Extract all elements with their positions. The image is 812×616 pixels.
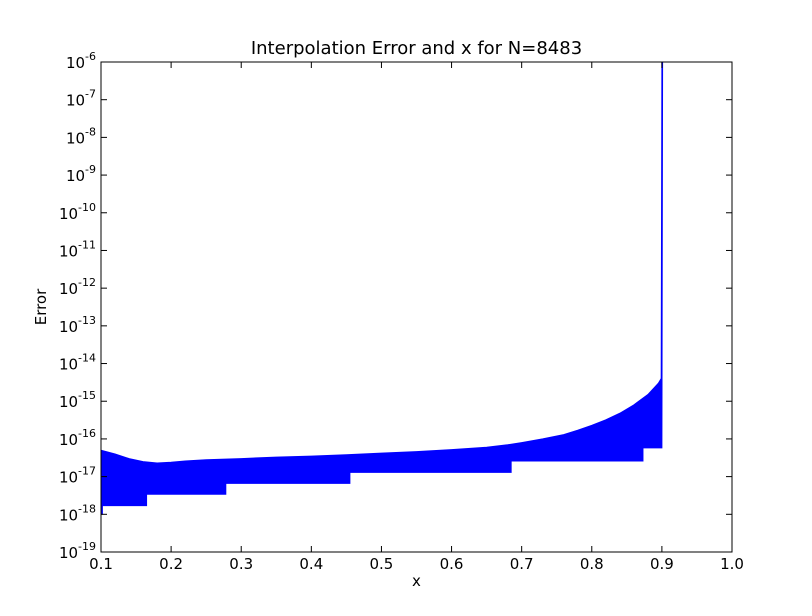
x-tick-label: 0.3 bbox=[229, 555, 253, 573]
data-layer bbox=[100, 61, 664, 515]
y-tick-label: 10-8 bbox=[66, 125, 96, 147]
y-tick-label: 10-13 bbox=[59, 314, 96, 336]
tick-layer: 0.1 0.2 0.3 0.4 0.5 0.6 0.7 0.8 0.9 1.0 10-19 10-18… bbox=[59, 50, 744, 573]
x-tick-label: 0.8 bbox=[580, 555, 604, 573]
x-tick-label: 0.6 bbox=[440, 555, 464, 573]
y-tick-label: 10-12 bbox=[59, 276, 96, 298]
error-band-series-0 bbox=[100, 61, 664, 515]
x-tick-label: 0.2 bbox=[159, 555, 183, 573]
y-tick-label: 10-6 bbox=[66, 50, 96, 72]
x-tick-label: 1.0 bbox=[720, 555, 744, 573]
x-tick-label: 0.7 bbox=[510, 555, 534, 573]
y-tick-label: 10-9 bbox=[66, 163, 96, 185]
y-axis-label: Error bbox=[32, 288, 50, 325]
y-tick-label: 10-18 bbox=[59, 502, 96, 524]
y-tick-label: 10-19 bbox=[59, 540, 96, 562]
plot-frame bbox=[100, 61, 733, 553]
y-tick-label: 10-7 bbox=[66, 88, 96, 110]
y-tick-label: 10-16 bbox=[59, 427, 96, 449]
x-tick-label: 0.9 bbox=[650, 555, 674, 573]
x-tick-label: 0.1 bbox=[89, 555, 113, 573]
y-tick-label: 10-15 bbox=[59, 389, 96, 411]
y-tick-label: 10-17 bbox=[59, 465, 96, 487]
x-axis-label: x bbox=[412, 572, 421, 590]
x-tick-label: 0.5 bbox=[370, 555, 394, 573]
y-tick-label: 10-10 bbox=[59, 201, 96, 223]
chart-title: Interpolation Error and x for N=8483 bbox=[251, 38, 582, 59]
x-tick-label: 0.4 bbox=[299, 555, 323, 573]
y-tick-label: 10-11 bbox=[59, 238, 96, 260]
y-tick-label: 10-14 bbox=[59, 352, 96, 374]
